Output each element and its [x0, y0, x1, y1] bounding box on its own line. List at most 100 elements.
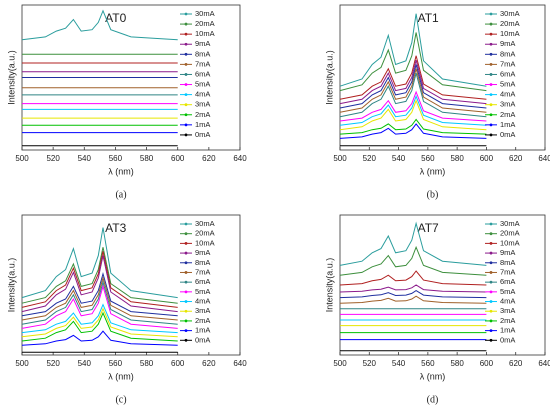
- x-tick-label: 560: [109, 359, 123, 368]
- x-tick-label: 580: [450, 154, 464, 163]
- series-line: [339, 55, 487, 100]
- legend-marker: [489, 93, 493, 97]
- chart-title: AT7: [418, 221, 439, 235]
- legend-marker: [489, 103, 493, 107]
- y-axis-label: Intensity(a.u.): [6, 258, 16, 313]
- legend-label: 10mA: [500, 238, 520, 247]
- legend-marker: [184, 261, 188, 265]
- legend-label: 30mA: [500, 219, 520, 228]
- legend-label: 4mA: [500, 90, 515, 99]
- legend-marker: [184, 271, 188, 274]
- legend-label: 4mA: [195, 90, 210, 99]
- legend-label: 1mA: [500, 326, 515, 335]
- legend-marker: [489, 22, 493, 26]
- caption: (a): [115, 189, 126, 200]
- legend-label: 4mA: [500, 297, 515, 306]
- legend-marker: [184, 22, 188, 26]
- legend-marker: [489, 113, 493, 117]
- legend-marker: [489, 133, 493, 137]
- legend-marker: [184, 73, 188, 76]
- x-axis-label: λ (nm): [108, 371, 134, 381]
- legend-label: 9mA: [195, 39, 210, 48]
- legend-label: 30mA: [195, 9, 215, 18]
- x-tick-label: 580: [450, 359, 464, 368]
- series-line: [21, 255, 178, 313]
- legend-label: 10mA: [195, 238, 215, 247]
- legend-marker: [489, 73, 493, 76]
- legend-marker: [184, 52, 188, 56]
- legend-label: 0mA: [195, 335, 210, 344]
- legend-label: 5mA: [500, 287, 515, 296]
- x-tick-label: 520: [46, 359, 60, 368]
- chart-title: AT0: [105, 11, 126, 25]
- x-tick-label: 600: [480, 154, 494, 163]
- x-tick-label: 580: [140, 359, 154, 368]
- series-line: [21, 311, 178, 342]
- legend-label: 10mA: [195, 29, 215, 38]
- x-tick-label: 620: [202, 154, 216, 163]
- series-line: [339, 123, 487, 139]
- legend-marker: [489, 241, 493, 245]
- legend-label: 10mA: [500, 29, 520, 38]
- legend-marker: [184, 232, 188, 236]
- legend-marker: [184, 83, 188, 86]
- legend-label: 20mA: [500, 229, 520, 238]
- series-line: [21, 247, 178, 304]
- legend-marker: [489, 42, 493, 46]
- legend-marker: [489, 309, 493, 313]
- x-tick-label: 620: [202, 359, 216, 368]
- legend-marker: [489, 123, 493, 127]
- legend-marker: [489, 261, 493, 265]
- series-line: [339, 32, 487, 92]
- legend-marker: [184, 42, 188, 46]
- legend-label: 2mA: [195, 110, 210, 119]
- series-line: [339, 221, 487, 266]
- legend-marker: [489, 251, 493, 255]
- legend-label: 7mA: [195, 59, 210, 68]
- series-line: [339, 118, 487, 135]
- series-line: [21, 251, 178, 308]
- legend-label: 9mA: [195, 248, 210, 257]
- y-axis-label: Intensity(a.u.): [324, 258, 334, 313]
- x-tick-label: 560: [421, 154, 435, 163]
- x-tick-label: 560: [109, 154, 123, 163]
- legend-marker: [184, 103, 188, 107]
- x-tick-label: 520: [363, 359, 377, 368]
- plot-frame: [339, 4, 546, 151]
- legend-marker: [489, 232, 493, 236]
- legend-label: 1mA: [500, 120, 515, 129]
- legend-label: 4mA: [195, 297, 210, 306]
- series-line: [339, 99, 487, 131]
- legend-label: 6mA: [500, 277, 515, 286]
- plot-frame: [21, 214, 241, 356]
- legend-label: 6mA: [195, 277, 210, 286]
- x-tick-label: 640: [538, 359, 550, 368]
- legend-marker: [184, 329, 188, 333]
- legend-marker: [489, 32, 493, 36]
- x-tick-label: 560: [421, 359, 435, 368]
- legend-marker: [184, 113, 188, 117]
- legend-label: 20mA: [195, 19, 215, 28]
- x-tick-label: 500: [15, 154, 29, 163]
- legend-label: 3mA: [195, 306, 210, 315]
- x-tick-label: 620: [509, 154, 523, 163]
- series-line: [21, 307, 178, 338]
- legend-label: 1mA: [195, 326, 210, 335]
- legend-label: 30mA: [500, 9, 520, 18]
- legend-marker: [489, 290, 493, 294]
- legend-marker: [489, 300, 493, 303]
- legend-marker: [184, 133, 188, 137]
- legend-marker: [184, 222, 188, 226]
- series-line: [339, 290, 487, 299]
- caption: (b): [427, 189, 439, 200]
- legend-label: 3mA: [500, 100, 515, 109]
- legend-marker: [184, 319, 188, 323]
- legend-marker: [184, 338, 188, 342]
- chart-title: AT1: [418, 11, 439, 25]
- legend-label: 0mA: [500, 130, 515, 139]
- legend-marker: [184, 251, 188, 255]
- legend-marker: [184, 12, 188, 16]
- series-line: [339, 59, 487, 105]
- x-tick-label: 580: [140, 154, 154, 163]
